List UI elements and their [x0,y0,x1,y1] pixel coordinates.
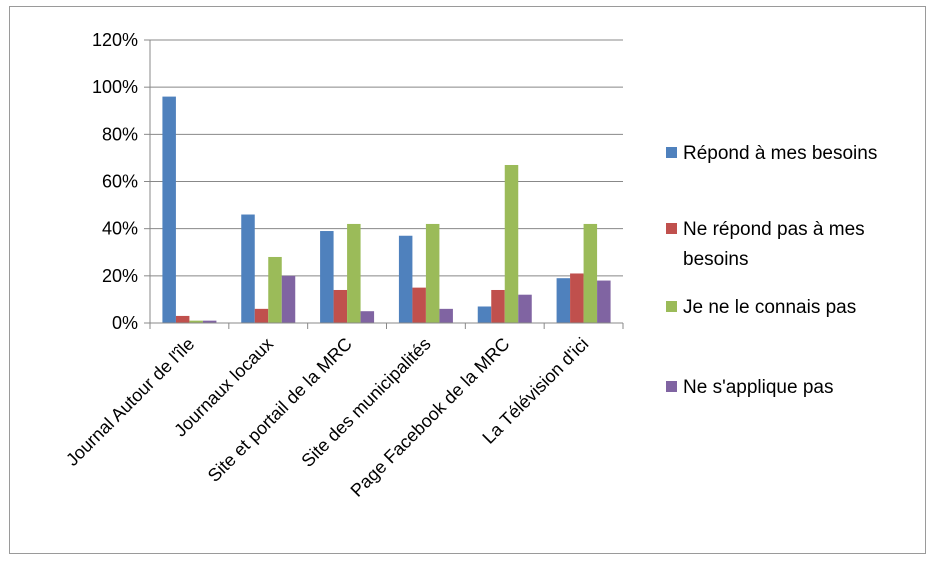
legend-swatch [666,147,677,158]
legend-label: Ne s'applique pas [683,377,833,398]
legend-label: Ne répond pas à mes [683,219,865,240]
y-tick-label: 40% [102,219,138,239]
bars [162,96,611,323]
bar [175,315,190,323]
axes [144,39,624,329]
bar [439,308,453,323]
y-tick-label: 120% [92,30,138,50]
bar [268,256,282,323]
bar [491,289,505,323]
legend-label: Répond à mes besoins [683,143,877,164]
y-tick-label: 20% [102,266,138,286]
bar [597,280,611,323]
bar [583,223,598,323]
bar [281,275,296,323]
legend-item: Ne répond pas à mes besoins [666,219,865,270]
legend-label: Je ne le connais pas [683,297,856,318]
legend-swatch [666,223,677,234]
chart-frame: 0% 20% 40% 60% 80% 100% 120% Journal Autour de… [9,6,926,554]
x-tick-label: Site et portail de la MRC [204,334,356,486]
bar-chart: 0% 20% 40% 60% 80% 100% 120% Journal Autour de… [62,30,877,501]
legend-item: Ne s'applique pas [666,377,833,398]
bar [518,294,532,323]
bar [189,320,203,323]
bar [504,164,519,323]
legend-swatch [666,381,677,392]
y-tick-label: 60% [102,172,138,192]
y-tick-label: 0% [112,313,138,333]
bar [347,223,361,323]
x-tick-label: Site des municipalités [298,334,435,471]
y-tick-label: 100% [92,77,138,97]
bar [570,273,584,323]
legend-swatch [666,301,677,312]
legend-item: Répond à mes besoins [666,143,877,164]
legend-item: Je ne le connais pas [666,297,856,318]
legend-label: besoins [683,249,749,270]
bar [360,311,375,323]
gridlines [150,39,623,277]
bar [320,231,334,323]
bar [425,223,440,323]
x-tick-label: Journal Autour de l'île [62,334,198,470]
legend: Répond à mes besoins Ne répond pas à mes b… [666,143,877,398]
bar [202,320,217,323]
bar [412,287,426,323]
bar [162,96,176,323]
bar [477,306,492,323]
bar [398,235,413,323]
y-axis-ticks: 0% 20% 40% 60% 80% 100% 120% [92,30,138,333]
x-tick-label: Page Facebook de la MRC [347,334,514,501]
bar [254,308,269,323]
bar [556,278,571,323]
bar [241,214,255,323]
y-tick-label: 80% [102,124,138,144]
bar [333,289,348,323]
